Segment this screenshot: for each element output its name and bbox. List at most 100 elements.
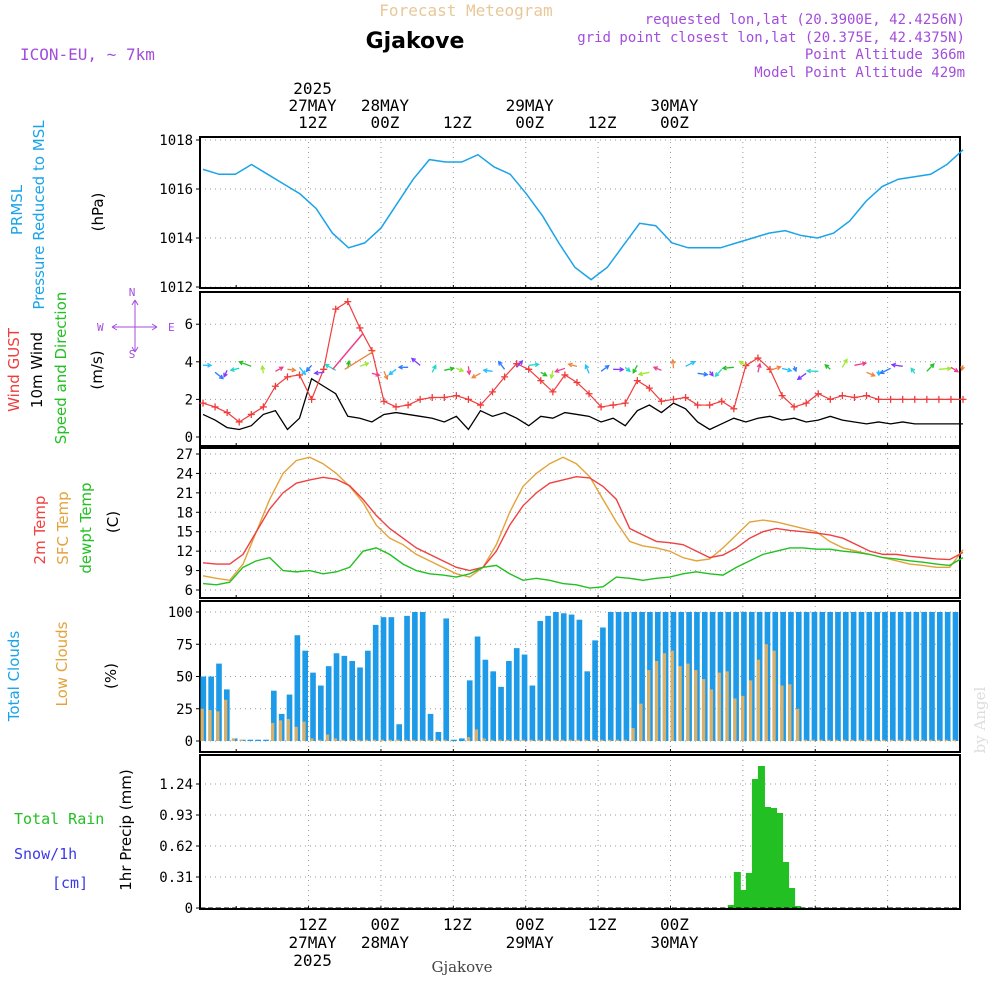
- low-cloud-bar: [937, 740, 940, 741]
- precip-bar: [734, 872, 741, 908]
- total-cloud-bar: [859, 612, 865, 741]
- wind-ytick-label: 6: [185, 317, 193, 333]
- wind-gust-marker: [863, 392, 870, 399]
- low-cloud-bar: [349, 740, 352, 741]
- low-cloud-bar: [224, 700, 227, 741]
- low-cloud-bar: [326, 735, 329, 741]
- low-cloud-bar: [757, 660, 760, 741]
- total-cloud-bar: [913, 612, 919, 741]
- low-cloud-bar: [843, 740, 846, 741]
- low-cloud-bar: [906, 740, 909, 741]
- low-cloud-bar: [201, 709, 204, 741]
- low-cloud-bar: [475, 729, 478, 741]
- wind-gust-marker: [622, 400, 629, 407]
- bottom-time-label: 29MAY: [506, 933, 555, 952]
- low-cloud-bar: [545, 740, 548, 741]
- wind-gust-marker: [212, 403, 219, 410]
- low-cloud-bar: [953, 740, 956, 741]
- total-cloud-bar: [545, 616, 551, 741]
- temp-ytick-label: 9: [185, 564, 193, 580]
- total-cloud-bar: [522, 655, 528, 741]
- low-cloud-bar: [577, 740, 580, 741]
- temp-ytick-label: 15: [176, 525, 193, 541]
- total-cloud-bar: [373, 625, 379, 741]
- pressure-ytick-label: 1012: [159, 280, 193, 296]
- wind-gust-marker: [248, 411, 255, 418]
- compass-west: W: [97, 321, 104, 334]
- low-cloud-bar: [710, 689, 713, 741]
- sfc-temp-line: [203, 457, 963, 580]
- total-cloud-bar: [451, 740, 457, 741]
- total-cloud-bar: [428, 714, 434, 741]
- wind-gust-marker: [899, 396, 906, 403]
- wind-gust-line: [203, 302, 963, 422]
- low-cloud-bar: [804, 740, 807, 741]
- total-cloud-bar: [804, 612, 810, 741]
- low-cloud-bar: [373, 740, 376, 741]
- pressure-ytick-label: 1014: [159, 231, 193, 247]
- total-cloud-bar: [827, 612, 833, 741]
- bottom-time-label: 00Z: [660, 915, 689, 934]
- bottom-time-label: 00Z: [370, 915, 399, 934]
- top-time-label: 12Z: [588, 113, 617, 132]
- wind-gust-marker: [441, 394, 448, 401]
- temp-ytick-label: 24: [176, 466, 193, 482]
- precip-bar: [740, 890, 747, 908]
- low-cloud-bar: [796, 709, 799, 741]
- rain-legend: Total Rain: [14, 810, 104, 828]
- top-time-label: 00Z: [660, 113, 689, 132]
- compass-ns-arrow: [132, 300, 138, 352]
- low-cloud-bar: [389, 740, 392, 741]
- low-cloud-bar: [898, 740, 901, 741]
- total-cloud-bar: [631, 612, 637, 741]
- wind-gust-marker: [356, 324, 363, 331]
- wind-gust-marker: [610, 402, 617, 409]
- wind-direction-arrow: [333, 334, 363, 370]
- low-cloud-bar: [467, 737, 470, 741]
- wind-frame: [200, 292, 960, 446]
- low-cloud-bar: [678, 666, 681, 741]
- pressure-line: [203, 150, 963, 280]
- precip-panel: 00.310.620.931.24: [159, 755, 960, 917]
- requested-coords: requested lon,lat (20.3900E, 42.4256N): [645, 12, 965, 28]
- low-cloud-bar: [396, 740, 399, 741]
- wind-gust-marker: [875, 396, 882, 403]
- low-cloud-bar: [530, 740, 533, 741]
- bottom-time-label: 12Z: [443, 915, 472, 934]
- total-cloud-bar: [577, 620, 583, 741]
- temp-frame: [200, 448, 960, 598]
- low-cloud-bar: [592, 740, 595, 741]
- low-cloud-bar: [647, 670, 650, 741]
- low-cloud-bar: [624, 740, 627, 741]
- temp-ytick-label: 27: [176, 447, 193, 463]
- total-cloud-bar: [467, 680, 473, 741]
- low-cloud-bar: [812, 740, 815, 741]
- temp-ytick-label: 21: [176, 486, 193, 502]
- wind-ytick-label: 0: [185, 430, 193, 446]
- wind-gust-marker: [911, 396, 918, 403]
- low-cloud-bar: [671, 651, 674, 741]
- total-cloud-bar: [248, 740, 254, 741]
- total-cloud-bar: [326, 666, 332, 741]
- compass-east: E: [168, 321, 175, 334]
- 2m-temp-line: [203, 477, 963, 571]
- total-cloud-bar: [569, 615, 575, 741]
- low-cloud-bar: [318, 740, 321, 741]
- wind-gust-label: Wind GUST: [5, 327, 23, 412]
- low-cloud-bar: [232, 738, 235, 741]
- total-cloud-bar: [436, 732, 442, 741]
- total-cloud-bar: [953, 612, 959, 741]
- total-cloud-bar: [898, 612, 904, 741]
- temp-2m-label: 2m Temp: [31, 496, 49, 565]
- wind-gust-marker: [308, 396, 315, 403]
- total-cloud-bar: [835, 612, 841, 741]
- wind-ytick-label: 4: [185, 355, 193, 371]
- low-cloud-bar: [733, 698, 736, 741]
- low-cloud-bar: [302, 722, 305, 741]
- bottom-time-label: 2025: [293, 951, 332, 970]
- total-cloud-bar: [843, 612, 849, 741]
- wind-label: 10m Wind: [28, 332, 46, 408]
- low-cloud-bar: [506, 740, 509, 741]
